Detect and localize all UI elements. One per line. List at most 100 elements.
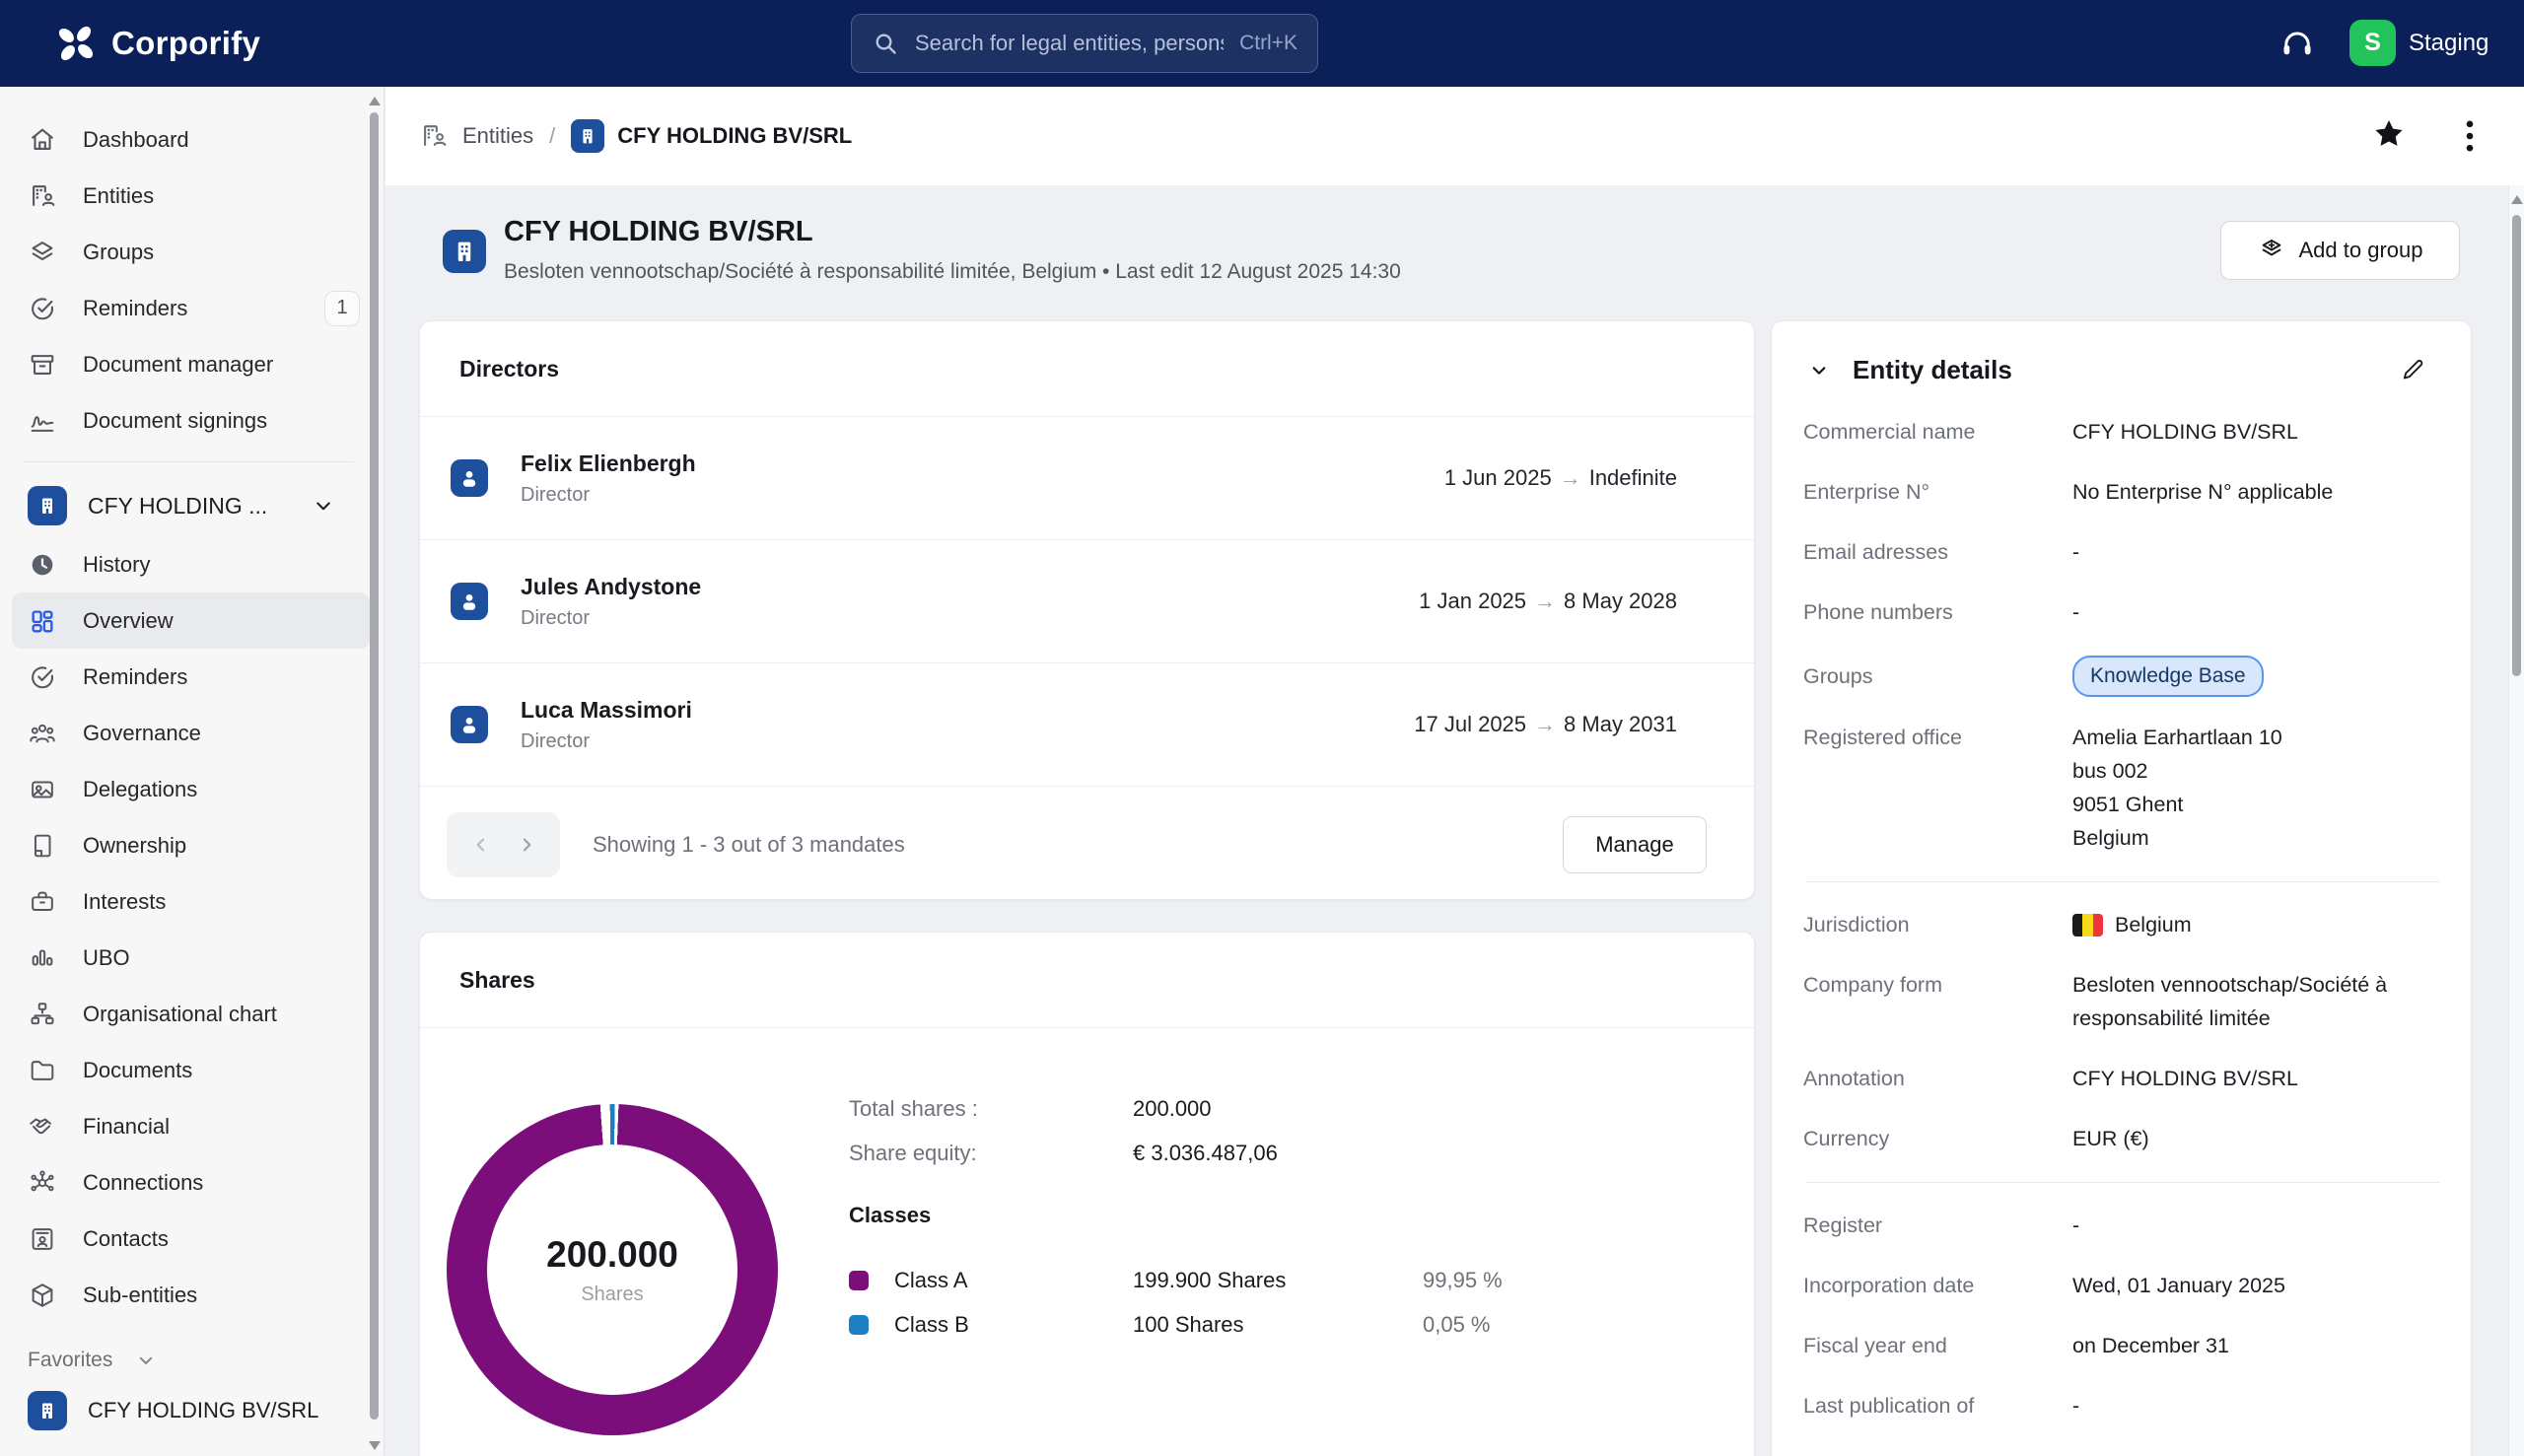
sidebar-item-label: UBO (83, 945, 130, 971)
search-shortcut: Ctrl+K (1239, 32, 1297, 55)
scrollbar-thumb[interactable] (2512, 215, 2521, 676)
main-scrollbar[interactable] (2508, 185, 2524, 1456)
favorite-item-cfy-holding[interactable]: CFY HOLDING BV/SRL (12, 1380, 370, 1441)
mandate-period: 1 Jun 2025→Indefinite (1444, 465, 1677, 491)
bar-chart-icon (28, 943, 57, 973)
topbar: Corporify Ctrl+K S Staging (0, 0, 2524, 87)
sidebar-item-entities[interactable]: Entities (12, 168, 370, 224)
sidebar-item-contacts[interactable]: Contacts (12, 1211, 370, 1267)
archive-box-icon (28, 350, 57, 380)
sidebar-item-reminders[interactable]: Reminders 1 (12, 280, 370, 336)
sidebar-item-connections[interactable]: Connections (12, 1154, 370, 1211)
chevron-left-icon[interactable] (471, 835, 491, 855)
sidebar-item-label: Groups (83, 240, 154, 265)
chevron-down-icon[interactable] (311, 493, 336, 519)
detail-row-enterprise-no: Enterprise N° No Enterprise N° applicabl… (1803, 475, 2441, 509)
sidebar-item-label: Document signings (83, 408, 267, 434)
sidebar-divider (24, 461, 354, 462)
add-to-group-button[interactable]: Add to group (2220, 221, 2460, 280)
scroll-up-arrow[interactable] (2511, 195, 2523, 204)
group-chip-knowledge-base[interactable]: Knowledge Base (2072, 656, 2264, 697)
folder-icon (28, 1056, 57, 1085)
scrollbar-thumb[interactable] (370, 112, 379, 1420)
collapse-chevron-icon[interactable] (1807, 359, 1831, 382)
sidebar-item-financial[interactable]: Financial (12, 1098, 370, 1154)
arrow-right-icon: → (1552, 465, 1589, 490)
sidebar-item-entity-reminders[interactable]: Reminders (12, 649, 370, 705)
detail-row-email: Email adresses - (1803, 535, 2441, 569)
search-icon (872, 30, 899, 57)
sidebar-item-groups[interactable]: Groups (12, 224, 370, 280)
manage-button[interactable]: Manage (1563, 816, 1707, 873)
signature-icon (28, 406, 57, 436)
scroll-up-arrow[interactable] (369, 97, 381, 105)
page-subtitle: Besloten vennootschap/Société à responsa… (504, 260, 1401, 284)
circle-check-icon (28, 662, 57, 692)
scroll-down-arrow[interactable] (369, 1441, 381, 1450)
sidebar-item-label: Delegations (83, 777, 197, 802)
sidebar-entity-name: CFY HOLDING ... (88, 493, 267, 520)
breadcrumb-parent[interactable]: Entities (462, 123, 533, 149)
sidebar-item-overview[interactable]: Overview (12, 592, 370, 649)
sidebar-item-label: Reminders (83, 664, 187, 690)
dashboard-grid-icon (28, 606, 57, 636)
entity-building-icon (28, 486, 67, 525)
user-avatar-initial: S (2364, 29, 2381, 57)
person-avatar-icon (451, 706, 488, 743)
kebab-menu-icon[interactable] (2450, 114, 2489, 158)
sidebar-item-dashboard[interactable]: Dashboard (12, 111, 370, 168)
environment-label: Staging (2409, 0, 2489, 87)
mandate-row[interactable]: Jules Andystone Director 1 Jan 2025→8 Ma… (420, 540, 1754, 663)
detail-row-phone: Phone numbers - (1803, 595, 2441, 629)
network-hub-icon (28, 1168, 57, 1198)
sidebar-item-documents[interactable]: Documents (12, 1042, 370, 1098)
brand-logo[interactable]: Corporify (53, 0, 260, 87)
favorites-header[interactable]: Favorites (0, 1341, 384, 1380)
detail-row-fiscal-year-end: Fiscal year end on December 31 (1803, 1329, 2441, 1362)
sidebar-item-ubo[interactable]: UBO (12, 930, 370, 986)
sidebar-item-label: Reminders (83, 296, 187, 321)
edit-pencil-icon[interactable] (2400, 357, 2426, 383)
layers-icon (28, 238, 57, 267)
sidebar-item-ownership[interactable]: Ownership (12, 817, 370, 873)
mandate-row[interactable]: Felix Elienbergh Director 1 Jun 2025→Ind… (420, 417, 1754, 540)
sidebar-item-history[interactable]: History (12, 536, 370, 592)
breadcrumb-separator: / (549, 123, 555, 149)
entity-details-title: Entity details (1853, 355, 2012, 385)
class-a-color-swatch (849, 1271, 869, 1290)
breadcrumb: Entities / CFY HOLDING BV/SRL (386, 87, 2524, 185)
sidebar-item-delegations[interactable]: Delegations (12, 761, 370, 817)
arrow-right-icon: → (1526, 712, 1564, 736)
sidebar-item-document-signings[interactable]: Document signings (12, 392, 370, 449)
details-divider (1805, 881, 2439, 882)
sidebar-scrollbar[interactable] (367, 89, 382, 1454)
sidebar-item-label: Financial (83, 1114, 170, 1140)
mandate-period: 17 Jul 2025→8 May 2031 (1414, 712, 1677, 737)
detail-row-commercial-name: Commercial name CFY HOLDING BV/SRL (1803, 415, 2441, 449)
main-content: CFY HOLDING BV/SRL Besloten vennootschap… (386, 185, 2508, 1456)
briefcase-icon (28, 887, 57, 917)
add-to-group-label: Add to group (2299, 238, 2423, 263)
mandate-row[interactable]: Luca Massimori Director 17 Jul 2025→8 Ma… (420, 663, 1754, 787)
chevron-right-icon[interactable] (517, 835, 536, 855)
sidebar-item-interests[interactable]: Interests (12, 873, 370, 930)
sidebar-item-document-manager[interactable]: Document manager (12, 336, 370, 392)
entities-icon (28, 181, 57, 211)
detail-row-company-form: Company form Besloten vennootschap/Socié… (1803, 968, 2441, 1035)
sidebar-item-label: Connections (83, 1170, 203, 1196)
support-headset-icon[interactable] (2278, 24, 2317, 63)
search-input[interactable] (913, 30, 1226, 57)
sidebar-item-sub-entities[interactable]: Sub-entities (12, 1267, 370, 1323)
entity-building-icon (28, 1391, 67, 1430)
favorite-star-icon[interactable] (2371, 116, 2411, 156)
sidebar-entity-switcher[interactable]: CFY HOLDING ... (12, 475, 370, 536)
detail-row-jurisdiction: Jurisdiction Belgium (1803, 908, 2441, 941)
page-title: CFY HOLDING BV/SRL (504, 216, 813, 248)
sidebar-item-organisational-chart[interactable]: Organisational chart (12, 986, 370, 1042)
user-avatar[interactable]: S (2349, 20, 2396, 66)
classes-header: Classes (849, 1203, 931, 1228)
sidebar-item-label: Governance (83, 721, 201, 746)
scroll-document-icon (28, 831, 57, 861)
global-search[interactable]: Ctrl+K (851, 14, 1318, 73)
sidebar-item-governance[interactable]: Governance (12, 705, 370, 761)
